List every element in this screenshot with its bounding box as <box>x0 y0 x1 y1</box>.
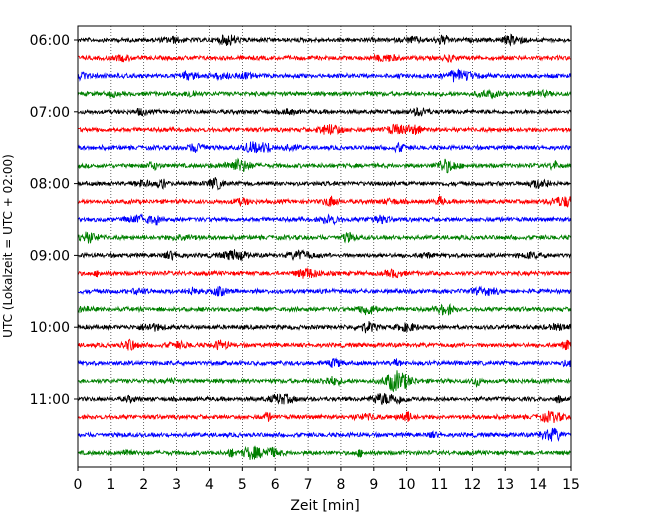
x-tick-label: 5 <box>238 477 247 493</box>
y-tick-label: 06:00 <box>30 33 70 49</box>
trace-1000 <box>77 321 572 334</box>
x-tick-label: 4 <box>205 477 214 493</box>
trace-0715 <box>77 123 572 136</box>
x-tick-label: 14 <box>529 477 547 493</box>
trace-0600 <box>77 33 572 47</box>
x-tick-label: 0 <box>74 477 83 493</box>
x-tick-label: 6 <box>271 477 280 493</box>
trace-0945 <box>77 302 572 316</box>
trace-0615 <box>77 53 572 63</box>
y-tick-label: 10:00 <box>30 320 70 336</box>
x-tick-label: 15 <box>562 477 580 493</box>
trace-1045 <box>77 370 572 393</box>
trace-1030 <box>77 357 572 368</box>
y-tick-label: 08:00 <box>30 177 70 193</box>
trace-0930 <box>77 285 572 297</box>
y-tick-label: 09:00 <box>30 248 70 264</box>
x-tick-label: 1 <box>106 477 115 493</box>
trace-0730 <box>77 141 572 154</box>
x-tick-label: 2 <box>139 477 148 493</box>
trace-1145 <box>77 445 572 460</box>
x-tick-label: 13 <box>496 477 514 493</box>
trace-0745 <box>77 157 572 174</box>
y-axis-ticks: 06:00 07:00 08:00 09:00 10:00 11:00 <box>30 33 78 408</box>
trace-1130 <box>77 427 572 442</box>
x-tick-label: 10 <box>398 477 416 493</box>
trace-0915 <box>77 266 572 279</box>
trace-0800 <box>77 177 572 191</box>
x-axis-label: Zeit [min] <box>290 498 359 514</box>
y-tick-label: 11:00 <box>30 392 70 408</box>
trace-0815 <box>77 195 572 208</box>
trace-0630 <box>77 68 572 83</box>
seismic-traces <box>77 33 572 460</box>
x-tick-label: 3 <box>172 477 181 493</box>
x-tick-label: 8 <box>336 477 345 493</box>
trace-0700 <box>77 106 572 117</box>
x-tick-label: 9 <box>369 477 378 493</box>
trace-0900 <box>77 249 572 262</box>
trace-1115 <box>77 410 572 424</box>
trace-0845 <box>77 231 572 244</box>
y-tick-label: 07:00 <box>30 105 70 121</box>
x-tick-label: 7 <box>304 477 313 493</box>
y-axis-label: UTC (Lokalzeit = UTC + 02:00) <box>1 154 15 338</box>
trace-1100 <box>77 392 572 405</box>
trace-1015 <box>77 338 572 351</box>
x-axis-ticks: 0 1 2 3 4 5 6 7 8 9 10 11 12 13 14 15 <box>74 467 580 493</box>
trace-0645 <box>77 88 572 100</box>
plot-frame <box>77 25 572 468</box>
x-tick-label: 12 <box>463 477 481 493</box>
trace-0830 <box>77 213 572 226</box>
x-tick-label: 11 <box>431 477 449 493</box>
